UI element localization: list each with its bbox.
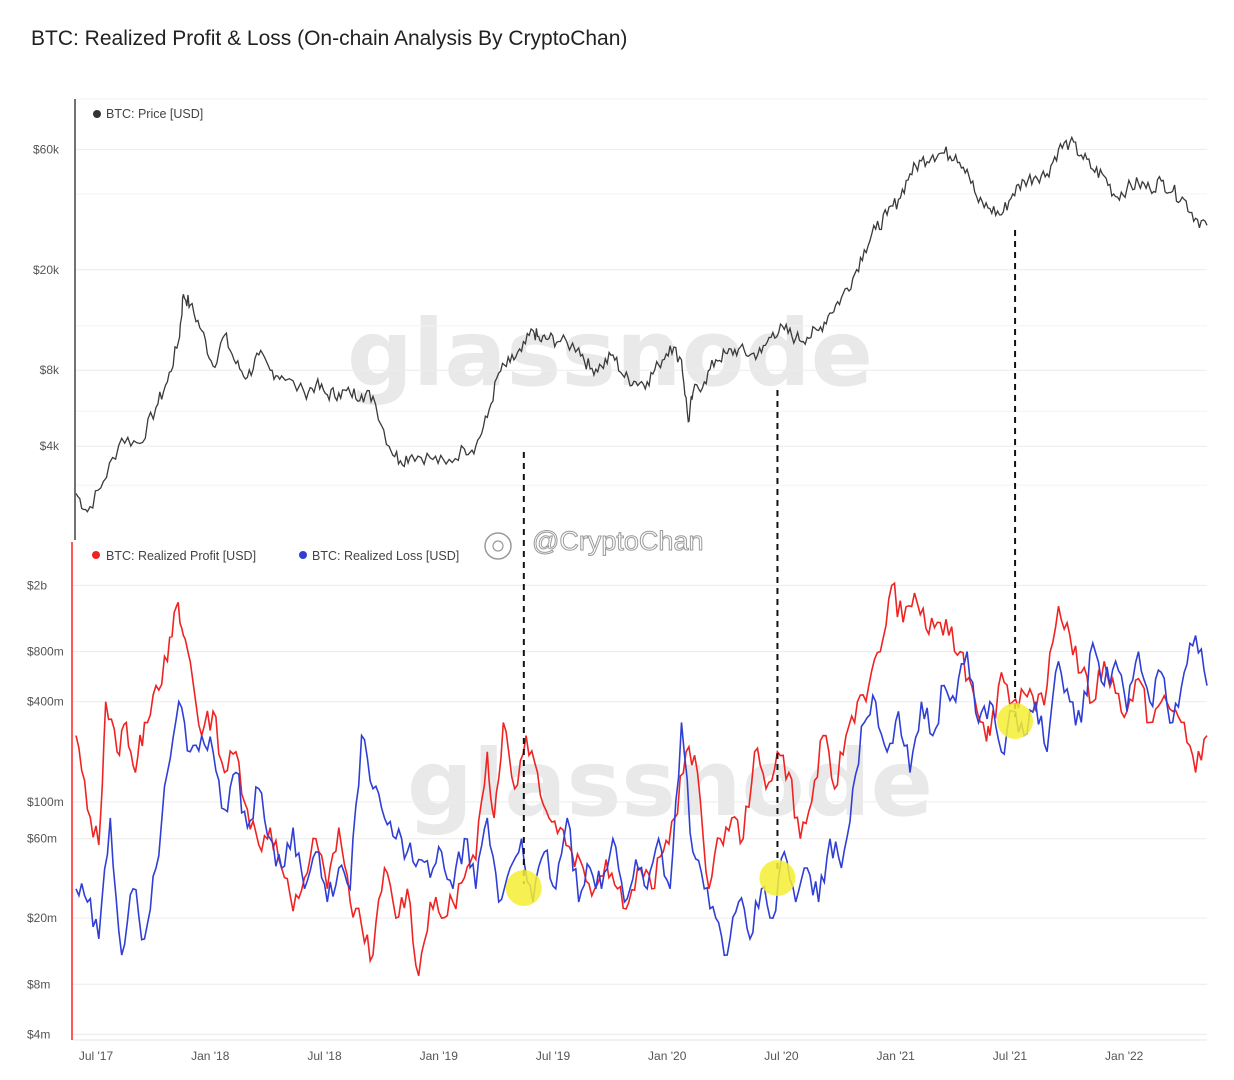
highlight-marker [997, 703, 1034, 739]
watermark-bottom: glassnode [407, 730, 933, 837]
price-y-tick-label: $60k [33, 142, 60, 156]
pnl-y-tick-label: $100m [27, 795, 64, 809]
pnl-y-tick-label: $400m [27, 695, 64, 709]
handle-text: @CryptoChan [532, 526, 703, 556]
loss-legend-label: BTC: Realized Loss [USD] [312, 549, 459, 563]
x-tick-label: Jan '21 [877, 1049, 916, 1063]
price-legend: BTC: Price [USD] [93, 107, 203, 121]
price-legend-label: BTC: Price [USD] [106, 107, 203, 121]
realized-profit-series-line [75, 581, 1208, 977]
price-y-axis-labels: $60k $20k $8k $4k [33, 142, 60, 453]
x-tick-label: Jan '19 [420, 1049, 459, 1063]
x-tick-label: Jul '19 [536, 1049, 571, 1063]
x-tick-label: Jan '18 [191, 1049, 230, 1063]
x-tick-label: Jul '17 [79, 1049, 114, 1063]
pnl-y-axis-labels: $2b $800m $400m $100m $60m $20m $8m $4m [27, 578, 64, 1041]
profit-legend-label: BTC: Realized Profit [USD] [106, 549, 256, 563]
pnl-y-tick-label: $20m [27, 911, 57, 925]
highlight-marker [759, 860, 796, 896]
price-y-tick-label: $8k [40, 363, 60, 377]
price-series-line [75, 135, 1208, 513]
x-tick-label: Jan '22 [1105, 1049, 1144, 1063]
price-legend-swatch [93, 110, 101, 118]
pnl-y-tick-label: $4m [27, 1027, 50, 1041]
pnl-legend: BTC: Realized Profit [USD] BTC: Realized… [92, 549, 459, 563]
x-axis-labels: Jul '17 Jan '18 Jul '18 Jan '19 Jul '19 Jan '… [79, 1049, 1144, 1063]
highlight-marker [505, 870, 542, 906]
pnl-y-tick-label: $2b [27, 578, 47, 592]
price-y-tick-label: $20k [33, 263, 60, 277]
x-tick-label: Jul '18 [307, 1049, 342, 1063]
price-y-tick-label: $4k [40, 439, 60, 453]
x-tick-label: Jul '21 [993, 1049, 1028, 1063]
pnl-y-tick-label: $8m [27, 977, 50, 991]
loss-legend-swatch [299, 551, 307, 559]
highlight-markers [505, 230, 1034, 906]
handle-watermark: @CryptoChan [484, 526, 704, 560]
chart-title: BTC: Realized Profit & Loss (On-chain An… [31, 27, 628, 50]
pnl-y-tick-label: $60m [27, 832, 57, 846]
profit-legend-swatch [92, 551, 100, 559]
pnl-y-tick-label: $800m [27, 645, 64, 659]
weibo-icon [484, 532, 512, 560]
pnl-panel-grid [73, 584, 1207, 1041]
price-panel-grid [76, 98, 1207, 486]
x-tick-label: Jul '20 [764, 1049, 799, 1063]
x-tick-label: Jan '20 [648, 1049, 687, 1063]
